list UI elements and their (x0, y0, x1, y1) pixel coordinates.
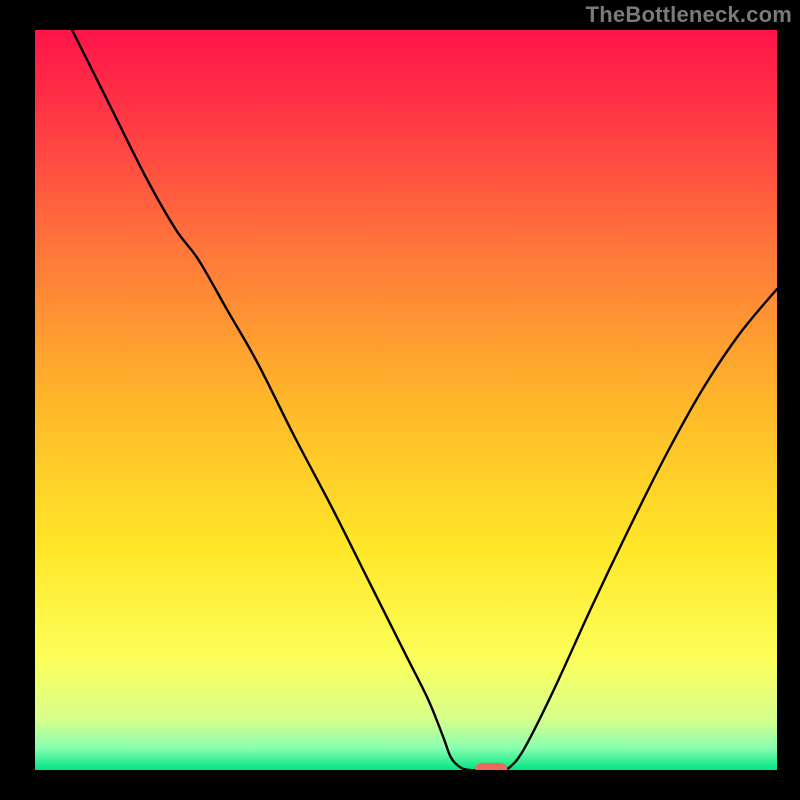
plot-svg (35, 30, 777, 770)
plot-background (35, 30, 777, 770)
plot-area (35, 30, 777, 770)
marker-pill (476, 763, 507, 770)
chart-container: TheBottleneck.com (0, 0, 800, 800)
watermark-text: TheBottleneck.com (586, 2, 792, 28)
